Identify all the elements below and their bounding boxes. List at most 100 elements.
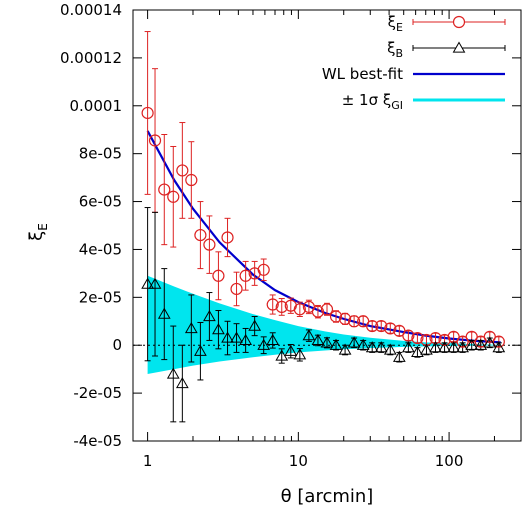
xi-b-point xyxy=(329,338,343,350)
xi-e-point xyxy=(348,315,361,328)
xi-b-errorbar xyxy=(206,292,213,341)
xi-b-point xyxy=(141,277,154,289)
y-tick-label: 0 xyxy=(112,336,122,354)
xi-b-point xyxy=(266,333,280,346)
xi-b-errorbar xyxy=(396,351,403,363)
xi-b-point xyxy=(257,338,271,350)
legend-label: ξE xyxy=(388,13,403,34)
y-tick-label: 0.0001 xyxy=(70,97,123,115)
xi-b-point xyxy=(239,333,252,346)
xi-e-errorbar xyxy=(251,260,258,286)
xi-e-errorbar xyxy=(296,301,303,317)
xi-e-point xyxy=(492,335,505,348)
xi-e-point xyxy=(438,333,451,347)
xi-b-errorbar xyxy=(144,207,151,362)
xi-e-point xyxy=(257,263,270,276)
xi-b-point xyxy=(474,338,488,350)
label-layer: -4e-05 -2e-05 0 2e-05 4e-05 6e-05 8e-05 0.0001 0… xyxy=(26,1,463,507)
marker-layer xyxy=(141,106,506,389)
legend-label: ξB xyxy=(387,39,403,60)
xi-e-point xyxy=(429,331,442,345)
xi-e-point xyxy=(148,134,162,147)
xi-e-errorbar xyxy=(144,31,151,195)
xi-e-point xyxy=(311,305,325,318)
xi-e-point xyxy=(293,303,306,316)
xi-b-point xyxy=(166,367,180,379)
xi-b-errorbar xyxy=(242,327,249,353)
x-tick-label: 10 xyxy=(289,452,308,470)
errorbar-layer xyxy=(144,31,502,423)
y-axis-title: ξE xyxy=(26,223,50,241)
frame-layer xyxy=(132,9,522,442)
xi-e-errorbar xyxy=(179,122,186,219)
xi-b-errorbar xyxy=(414,347,421,358)
x-tick-label: 1 xyxy=(143,452,153,470)
xi-b-point xyxy=(221,331,234,343)
y-tick-label: 0.00012 xyxy=(60,49,122,67)
xi-b-point xyxy=(438,341,451,353)
xi-b-errorbar xyxy=(423,344,430,356)
xi-b-point xyxy=(365,341,379,353)
xi-e-point xyxy=(158,183,171,196)
xi-e-errorbar xyxy=(215,251,222,301)
legend-fill-swatch xyxy=(413,98,505,102)
xi-e-point xyxy=(411,331,424,345)
xi-b-errorbar xyxy=(170,325,177,423)
xi-e-point xyxy=(141,106,154,120)
legend-triangle-marker xyxy=(452,41,466,53)
xi-b-point xyxy=(456,341,469,353)
xi-e-point xyxy=(203,238,216,251)
xi-e-errorbar xyxy=(206,215,213,274)
xi-e-point xyxy=(194,228,207,242)
xi-b-point xyxy=(212,323,225,335)
xi-b-errorbar xyxy=(224,320,231,356)
xi-b-point xyxy=(284,344,298,356)
xi-b-point xyxy=(148,277,162,289)
xi-e-point xyxy=(375,319,388,333)
xi-b-point xyxy=(184,321,198,334)
xi-e-errorbar xyxy=(305,299,312,315)
xi-b-point xyxy=(374,341,388,353)
xi-b-point xyxy=(157,307,171,319)
legend-label: WL best-fit xyxy=(322,65,403,83)
legend-label: ± 1σ ξGI xyxy=(342,91,403,112)
xi-b-point xyxy=(429,341,442,353)
xi-b-point xyxy=(293,348,307,360)
xi-b-point xyxy=(248,319,262,331)
legend-circle-marker xyxy=(452,15,466,29)
xi-e-point xyxy=(176,164,189,177)
y-tick-label: -2e-05 xyxy=(73,384,122,402)
xi-b-point xyxy=(302,329,316,341)
xi-b-point xyxy=(320,336,334,348)
xi-b-errorbar xyxy=(197,321,204,381)
xi-b-errorbar xyxy=(233,323,240,353)
plot-frame xyxy=(132,9,522,442)
xi-e-point xyxy=(212,269,225,282)
xi-e-point xyxy=(230,282,243,296)
xi-b-point xyxy=(194,344,207,356)
xi-e-point xyxy=(275,300,288,314)
y-tick-label: 2e-05 xyxy=(79,288,122,306)
xi-b-point xyxy=(203,309,216,322)
xi-b-point xyxy=(175,377,189,389)
x-tick-label: 100 xyxy=(435,452,464,470)
xi-e-errorbar xyxy=(170,145,177,248)
x-axis-title: θ [arcmin] xyxy=(281,486,374,507)
xi-b-point xyxy=(230,331,243,343)
xi-e-point xyxy=(320,303,334,316)
tick-layer xyxy=(133,9,521,442)
xi-b-point xyxy=(383,343,397,355)
xi-e-errorbar xyxy=(260,258,267,282)
xi-e-errorbar xyxy=(314,304,321,319)
xi-b-point xyxy=(338,343,352,355)
band-layer xyxy=(147,275,501,374)
xi-b-point xyxy=(411,345,424,358)
y-tick-label: 8e-05 xyxy=(79,145,122,163)
xi-b-point xyxy=(465,338,479,350)
xi-b-errorbar xyxy=(179,344,186,423)
xi-e-point xyxy=(266,298,279,311)
xi-e-errorbar xyxy=(188,141,195,219)
xi-e-errorbar xyxy=(197,201,204,270)
xi-b-point xyxy=(492,341,506,353)
